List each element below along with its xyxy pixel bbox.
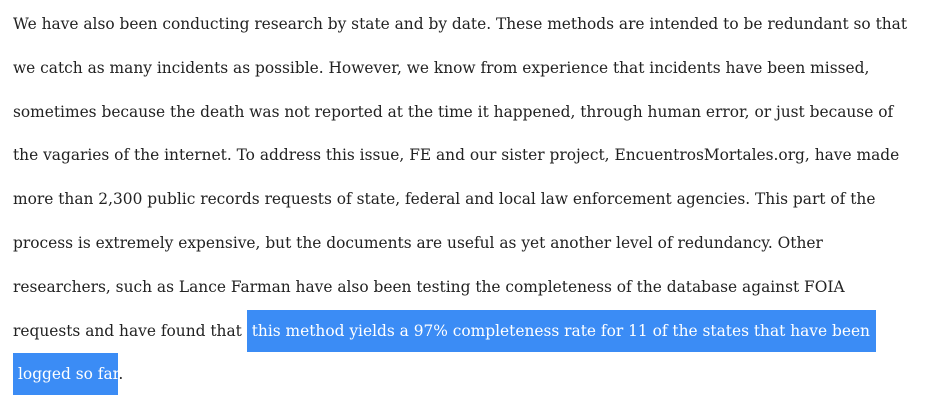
paragraph-line-9: logged so far. [13,353,923,397]
paragraph-line-1: We have also been conducting research by… [13,15,908,33]
paragraph-line-4: the vagaries of the internet. To address… [13,146,900,165]
paragraph-line-5: more than 2,300 public records requests … [13,190,876,209]
paragraph-line-8: requests and have found that this method… [13,309,923,354]
paragraph-line-7: researchers, such as Lance Farman have a… [13,277,845,296]
paragraph-line-2: we catch as many incidents as possible. … [13,58,870,77]
paragraph-line-3: sometimes because the death was not repo… [13,102,894,121]
selected-text-highlight[interactable]: this method yields a 97% completeness ra… [246,309,876,352]
sentence-period: . [118,365,124,384]
paragraph-line-6: process is extremely expensive, but the … [13,233,823,252]
selected-text-highlight-continued[interactable]: logged so far [13,353,119,396]
line-8-text: requests and have found that [13,321,247,340]
methodology-paragraph: We have also been conducting research by… [13,0,923,397]
article-body: We have also been conducting research by… [13,0,923,397]
